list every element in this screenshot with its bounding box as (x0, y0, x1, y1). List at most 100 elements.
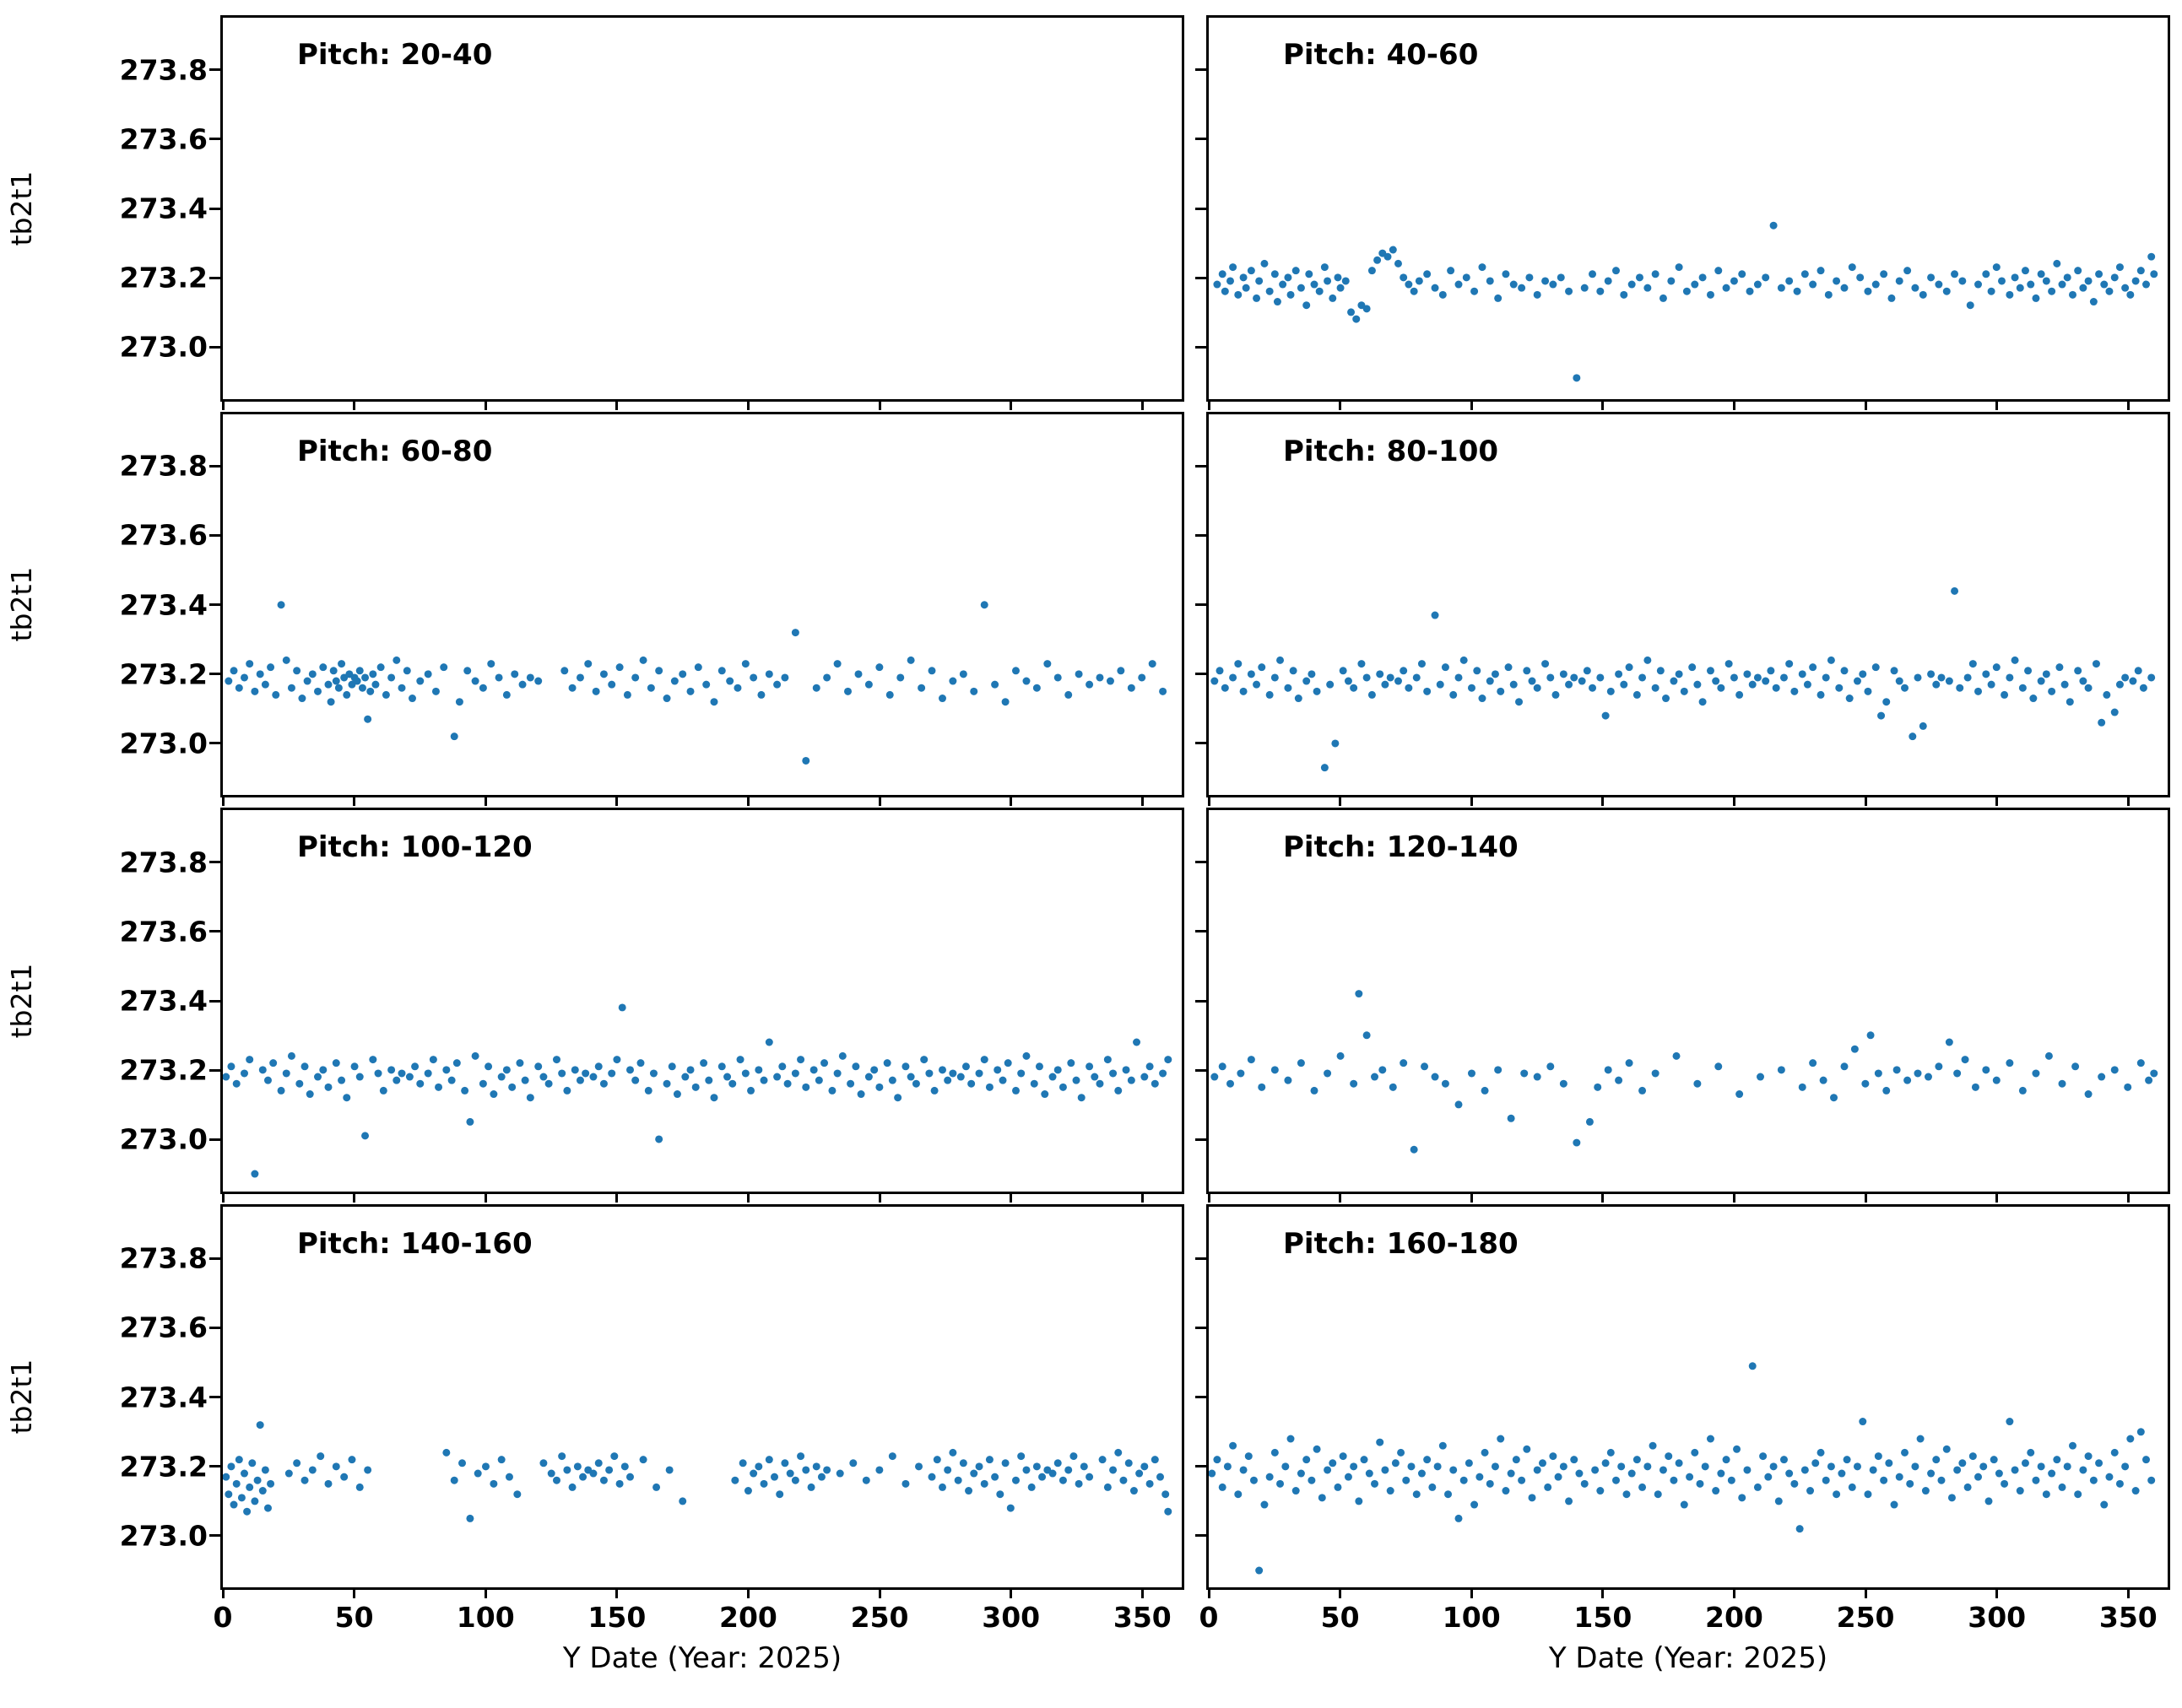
data-point (324, 1479, 333, 1488)
y-tick-mark (1195, 1257, 1206, 1260)
subplot-title-pitch-80-100: Pitch: 80-100 (1283, 434, 1499, 468)
data-point (765, 1455, 773, 1463)
data-point (2074, 267, 2082, 275)
data-point (479, 684, 487, 692)
data-point (1310, 1086, 1318, 1095)
data-point (783, 1079, 792, 1088)
data-point (1260, 259, 1269, 268)
data-point (1992, 263, 2001, 272)
data-point (1833, 277, 1841, 285)
data-point (248, 1458, 257, 1467)
data-point (1727, 1476, 1735, 1484)
data-point (1903, 1076, 1912, 1084)
data-point (2024, 666, 2033, 674)
data-point (1462, 273, 1470, 282)
data-point (314, 1073, 322, 1081)
data-point (1350, 684, 1358, 692)
data-point (2021, 1458, 2029, 1467)
data-point (490, 1090, 498, 1099)
data-point (1376, 1438, 1384, 1446)
data-point (303, 677, 311, 685)
data-point (387, 673, 396, 681)
data-point (300, 1062, 309, 1071)
data-point (376, 662, 385, 671)
subplot-row-3: tb2t1 Pitch: 100-120 273.8 273.6 273.4 273.… (0, 808, 2170, 1203)
data-point (1423, 687, 1432, 695)
data-point (691, 1083, 700, 1091)
data-point (1809, 662, 1817, 671)
data-point (518, 680, 527, 689)
data-point (1738, 1493, 1746, 1501)
data-point (403, 666, 411, 674)
data-point (1575, 1469, 1584, 1478)
data-point (1746, 287, 1754, 295)
data-point (644, 1086, 652, 1095)
data-point (516, 1059, 524, 1068)
data-point (1465, 1458, 1473, 1467)
data-point (717, 1062, 726, 1071)
data-point (1302, 1455, 1311, 1463)
data-point (237, 1493, 246, 1501)
y-tick-mark (1195, 930, 1206, 933)
data-point (1559, 1462, 1567, 1470)
data-point (295, 1079, 304, 1088)
data-point (1467, 684, 1475, 692)
data-point (1265, 1473, 1274, 1481)
data-point (332, 1059, 340, 1068)
data-point (1625, 662, 1633, 671)
data-point (1762, 677, 1770, 685)
data-point (928, 1473, 936, 1481)
data-point (1790, 687, 1799, 695)
data-point (1229, 263, 1237, 272)
data-point (1895, 677, 1903, 685)
data-point (442, 1448, 451, 1457)
data-point (1693, 1079, 1702, 1088)
data-point (246, 659, 254, 668)
data-point (1675, 669, 1683, 678)
data-point (980, 1479, 988, 1488)
data-point (1027, 1483, 1036, 1491)
data-point (925, 1069, 934, 1078)
data-point (1412, 1489, 1421, 1498)
data-point (1979, 1462, 1988, 1470)
data-point (1956, 684, 1964, 692)
data-point (1743, 669, 1752, 678)
data-point (2037, 1462, 2045, 1470)
data-point (1932, 1455, 1941, 1463)
data-point (1213, 280, 1221, 289)
data-point (1441, 1079, 1449, 1088)
data-point (1937, 673, 1946, 681)
data-point (1772, 684, 1780, 692)
data-point (1507, 1469, 1515, 1478)
data-point (1927, 1469, 1936, 1478)
data-point (1258, 662, 1266, 671)
data-point (1982, 270, 1990, 278)
data-point (1441, 662, 1449, 671)
data-point (710, 1094, 718, 1102)
data-point (2110, 273, 2119, 282)
y-tick-mark (1195, 742, 1206, 745)
data-point (1659, 1465, 1667, 1473)
x-tick-mark (484, 795, 487, 806)
data-point (2131, 277, 2140, 285)
data-point (608, 1069, 616, 1078)
y-tick-mark (209, 138, 220, 141)
data-point (411, 1062, 420, 1071)
x-tick-mark (1207, 398, 1210, 410)
x-tick-label: 250 (850, 1601, 909, 1634)
data-point (901, 1062, 910, 1071)
data-point (833, 659, 842, 668)
data-point (461, 1086, 469, 1095)
y-tick-label: 273.0 (119, 330, 208, 364)
data-point (2134, 666, 2142, 674)
scatter-plot-pitch-40-60 (1213, 221, 2158, 382)
data-point (1086, 1062, 1094, 1071)
subplot-pitch-140-160: Pitch: 140-160 273.8 273.6 273.4 273.2 273.0… (120, 1203, 1184, 1675)
data-point (424, 669, 432, 678)
data-point (251, 1170, 259, 1178)
data-point (949, 1069, 957, 1078)
y-tick-mark (209, 742, 220, 745)
subplot-row-1: tb2t1 Pitch: 20-40 273.8 273.6 273.4 273.2 2… (0, 15, 2170, 410)
data-point (599, 1476, 608, 1484)
data-point (1890, 1500, 1898, 1509)
